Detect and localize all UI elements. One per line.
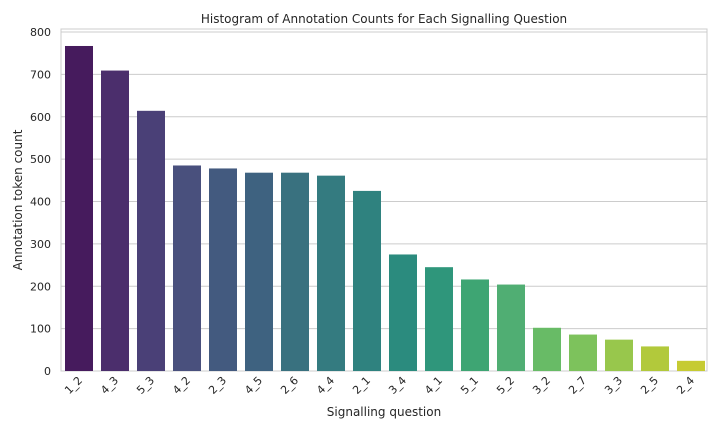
bar-4_4 [317,175,345,371]
bar-3_2 [533,327,561,371]
bar-3_3 [605,339,633,371]
bar-1_2 [65,45,93,371]
x-tick-label: 3_2 [530,374,553,397]
x-tick-label: 2_5 [638,374,661,397]
y-axis-title: Annotation token count [11,129,25,270]
bar-2_6 [281,172,309,371]
x-tick-label: 5_3 [134,374,157,397]
x-tick-label: 4_1 [422,374,445,397]
x-tick-label: 4_5 [242,374,265,397]
x-tick-label: 5_1 [458,374,481,397]
bar-5_3 [137,110,165,371]
x-tick-label: 4_2 [170,374,193,397]
bars [65,45,705,371]
x-tick-label: 3_4 [386,374,409,397]
x-tick-label: 3_3 [602,374,625,397]
bar-2_4 [677,360,705,371]
bar-4_1 [425,267,453,371]
y-tick-label: 600 [30,111,51,124]
y-tick-labels: 0 100 200 300 400 500 600 700 800 [30,26,51,378]
plot-frame [60,28,708,372]
x-tick-label: 1_2 [62,374,85,397]
y-tick-label: 700 [30,68,51,81]
bar-2_7 [569,334,597,371]
x-tick-labels: 1_2 4_3 5_3 4_2 2_3 4_5 2_6 4_4 2_1 3_4 4_1 5_1 5_2 3… [62,374,697,397]
bar-5_1 [461,279,489,371]
x-tick-label: 2_1 [350,374,373,397]
x-axis-title: Signalling question [327,405,441,419]
y-tick-label: 800 [30,26,51,39]
x-tick-label: 2_7 [566,374,589,397]
bar-4_5 [245,172,273,371]
y-tick-label: 0 [44,365,51,378]
y-tick-label: 500 [30,153,51,166]
x-tick-label: 2_6 [278,374,301,397]
x-tick-label: 2_4 [674,374,697,397]
x-tick-label: 5_2 [494,374,517,397]
bar-2_1 [353,190,381,371]
y-tick-label: 100 [30,323,51,336]
x-tick-label: 4_3 [98,374,121,397]
bar-2_3 [209,168,237,371]
x-tick-label: 4_4 [314,374,337,397]
bar-3_4 [389,254,417,371]
bar-4_3 [101,70,129,371]
y-tick-label: 400 [30,196,51,209]
x-tick-label: 2_3 [206,374,229,397]
y-gridlines [61,31,707,372]
bar-2_5 [641,346,669,371]
y-tick-label: 200 [30,280,51,293]
bar-4_2 [173,165,201,371]
bar-5_2 [497,284,525,371]
chart-title: Histogram of Annotation Counts for Each … [201,12,567,26]
y-tick-label: 300 [30,238,51,251]
